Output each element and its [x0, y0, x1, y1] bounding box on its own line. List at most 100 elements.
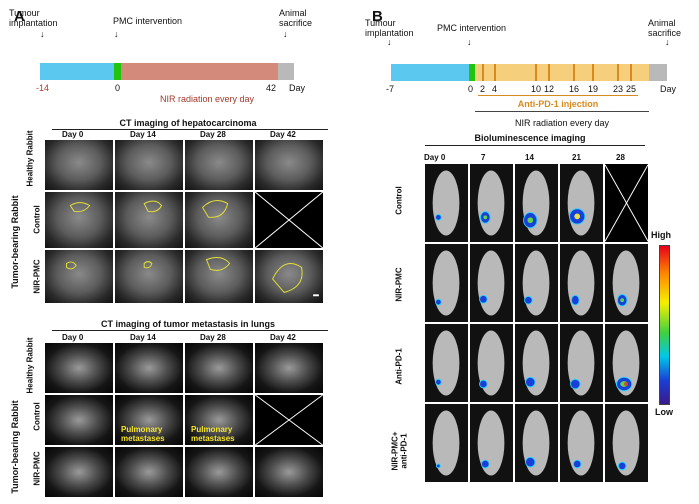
- bio-mouse-image: [424, 243, 469, 323]
- ct-lung-title: CT imaging of tumor metastasis in lungs: [100, 319, 276, 329]
- down-arrow-icon: ↓: [40, 29, 45, 39]
- ct-lung-image: [44, 394, 114, 446]
- mouse-silhouette: [477, 410, 505, 476]
- mouse-silhouette: [477, 330, 505, 396]
- ct-lung-image: [254, 446, 324, 498]
- ct-lung-day-28: Day 28: [200, 333, 226, 342]
- injection-day: 25: [626, 84, 637, 94]
- bio-row-control: Control: [394, 186, 404, 215]
- bio-day-0: Day 0: [424, 153, 446, 162]
- timeline-b-end-phase-bar: [649, 64, 667, 81]
- ct-lung-group-tumor: Tumor-bearing Rabbit: [10, 400, 20, 494]
- injection-day: 12: [544, 84, 555, 94]
- injection-day: 2: [480, 84, 486, 94]
- mouse-silhouette: [477, 250, 505, 316]
- ct-hepato-image: [184, 191, 254, 249]
- injection-bracket: [478, 95, 638, 96]
- ct-hepato-image: [44, 139, 114, 191]
- ct-lung-day-42: Day 42: [270, 333, 296, 342]
- bio-mouse-image: [559, 323, 604, 403]
- bio-mouse-image: [514, 243, 559, 323]
- timeline-a-day-label: Day: [289, 83, 306, 93]
- bio-row-nirpmc: NIR-PMC: [394, 267, 404, 302]
- cross-mark: [255, 395, 323, 445]
- injection-marker: [548, 64, 550, 81]
- timeline-a-intervention-bar: [114, 63, 121, 80]
- timeline-a-nir-phase-bar: [121, 63, 278, 80]
- injection-day: 19: [588, 84, 599, 94]
- bio-mouse-image: [469, 323, 514, 403]
- tumor-outline: [272, 263, 319, 297]
- bio-mouse-image: [559, 163, 604, 243]
- bio-mouse-image: [469, 243, 514, 323]
- ct-hepato-image: [44, 191, 114, 249]
- ct-hepato-day-14: Day 14: [130, 130, 156, 139]
- bio-mouse-image: [514, 323, 559, 403]
- timeline-b-pre-phase-bar: [391, 64, 469, 81]
- down-arrow-icon: ↓: [387, 37, 392, 47]
- timeline-b-tumour-implantation: Tumour implantation: [365, 18, 414, 38]
- mouse-silhouette: [522, 330, 550, 396]
- ct-hepato-image: [254, 249, 324, 304]
- bio-day-28: 28: [616, 153, 625, 162]
- ct-lung-image: Pulmonary metastases: [184, 394, 254, 446]
- timeline-a-nir-label: NIR radiation every day: [160, 94, 255, 104]
- injection-marker: [592, 64, 594, 81]
- tumor-outline: [143, 200, 163, 213]
- scale-high-label: High: [651, 230, 671, 240]
- bio-mouse-image: [604, 323, 649, 403]
- injection-marker: [630, 64, 632, 81]
- mouse-silhouette: [432, 410, 460, 476]
- bio-mouse-image: [604, 243, 649, 323]
- cross-mark: [605, 164, 648, 242]
- down-arrow-icon: ↓: [114, 29, 119, 39]
- tumor-outline: [69, 202, 91, 213]
- mouse-silhouette: [567, 410, 595, 476]
- timeline-b-tick-zero: 0: [468, 84, 474, 94]
- ct-hepato-day-42: Day 42: [270, 130, 296, 139]
- down-arrow-icon: ↓: [467, 37, 472, 47]
- bio-mouse-image: [604, 403, 649, 483]
- mouse-silhouette: [432, 250, 460, 316]
- bio-day-7: 7: [481, 153, 486, 162]
- mouse-silhouette: [432, 170, 460, 236]
- timeline-a-tumour-implantation: Tumour implantation: [9, 8, 58, 28]
- bio-mouse-image: [424, 403, 469, 483]
- timeline-a-animal-sacrifice: Animal sacrifice: [279, 8, 313, 28]
- mouse-silhouette: [477, 170, 505, 236]
- bio-mouse-image: [514, 403, 559, 483]
- ct-lung-annotation: Pulmonary metastases: [191, 425, 235, 443]
- bioluminescence-color-scale: [659, 245, 670, 405]
- ct-lung-day-0: Day 0: [62, 333, 84, 342]
- mouse-silhouette: [522, 250, 550, 316]
- ct-hepato-row-healthy: Healthy Rabbit: [25, 130, 35, 187]
- bio-mouse-image: [469, 163, 514, 243]
- bio-row-antipd1: Anti-PD-1: [394, 348, 404, 385]
- tumor-outline: [65, 261, 77, 270]
- nir-bracket: [475, 111, 649, 112]
- mouse-silhouette: [567, 330, 595, 396]
- ct-lung-image: [44, 446, 114, 498]
- ct-lung-annotation: Pulmonary metastases: [121, 425, 165, 443]
- ct-lung-image-deceased: [254, 394, 324, 446]
- ct-hepato-image: [114, 191, 184, 249]
- mouse-silhouette: [612, 330, 640, 396]
- timeline-b-animal-sacrifice: Animal sacrifice: [648, 18, 682, 38]
- mouse-silhouette: [567, 170, 595, 236]
- panel-a-label: A: [14, 8, 25, 25]
- ct-hepato-image: [114, 249, 184, 304]
- mouse-silhouette: [432, 330, 460, 396]
- ct-hepato-image: [254, 139, 324, 191]
- bio-mouse-image: [424, 323, 469, 403]
- injection-label: Anti-PD-1 injection: [517, 99, 599, 109]
- tumor-outline: [201, 200, 229, 218]
- timeline-b-day-label: Day: [660, 84, 677, 94]
- bio-day-21: 21: [572, 153, 581, 162]
- injection-day: 10: [531, 84, 542, 94]
- bioluminescence-title-rule: [425, 145, 645, 146]
- timeline-b-intervention-bar: [469, 64, 475, 81]
- ct-lung-row-healthy: Healthy Rabbit: [25, 337, 35, 394]
- timeline-b-pmc-intervention: PMC intervention: [437, 23, 507, 33]
- ct-lung-image: [44, 342, 114, 394]
- ct-lung-row-nirpmc: NIR-PMC: [32, 451, 42, 486]
